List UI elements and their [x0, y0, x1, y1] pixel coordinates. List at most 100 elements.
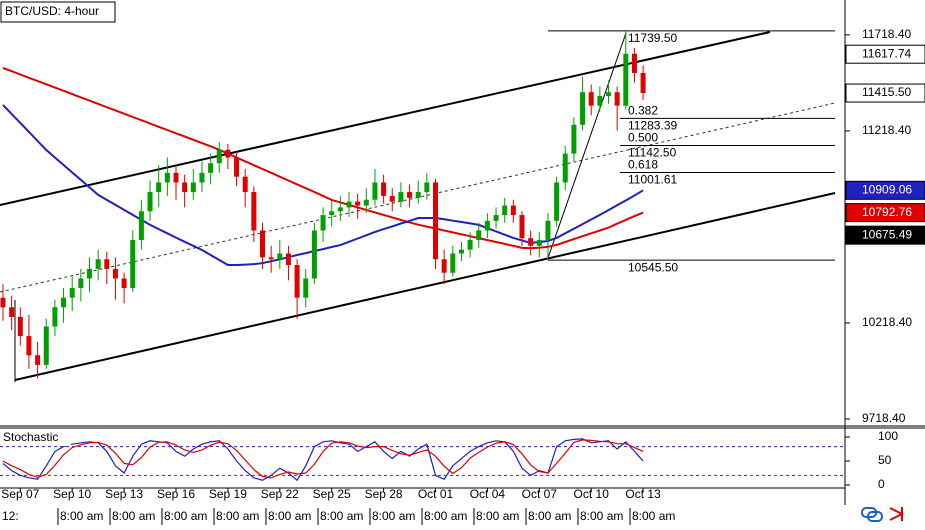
candle-body — [260, 230, 265, 258]
price-marker — [845, 203, 925, 223]
candle-body — [484, 220, 490, 231]
candle-body — [407, 192, 413, 198]
candle-body — [225, 149, 231, 158]
y-tick-label: 9718.40 — [862, 411, 906, 425]
stoch-tick-label: 50 — [878, 453, 892, 467]
candle-body — [623, 53, 629, 106]
x-tick-label: Sep 19 — [209, 487, 247, 501]
time-label: 8:00 am — [112, 509, 155, 523]
price-marker — [845, 180, 925, 200]
x-tick-label: Oct 01 — [418, 487, 454, 501]
candle-body — [78, 278, 84, 289]
price-marker-label: 10675.49 — [862, 227, 912, 241]
candle-body — [164, 172, 170, 183]
candle-body — [130, 240, 136, 289]
price-marker-label: 10909.06 — [862, 182, 912, 196]
candle-body — [398, 192, 404, 202]
candle-body — [580, 92, 586, 125]
fib-price-label: 11739.50 — [628, 31, 677, 45]
candle-body — [277, 253, 283, 260]
candle-body — [104, 259, 110, 269]
candle-body — [381, 182, 387, 196]
x-tick-label: Sep 16 — [157, 487, 195, 501]
candle-body — [52, 307, 58, 327]
candle-body — [458, 249, 464, 254]
candle-body — [606, 92, 611, 97]
candle-body — [242, 176, 248, 193]
time-label: 8:00 am — [580, 509, 623, 523]
x-tick-label: Sep 13 — [105, 487, 143, 501]
fib-price-label: 10545.50 — [628, 260, 678, 274]
time-label: 8:00 am — [372, 509, 415, 523]
candle-body — [69, 288, 75, 298]
candle-body — [562, 153, 568, 183]
candle-body — [87, 268, 92, 279]
candle-body — [156, 182, 162, 193]
channel-upper — [0, 31, 771, 206]
candle-body — [588, 92, 594, 106]
candle-body — [441, 259, 447, 273]
price-marker — [845, 83, 925, 103]
x-tick-label: Sep 25 — [313, 487, 351, 501]
indicator-line — [2, 438, 644, 482]
x-tick-label: Oct 04 — [470, 487, 506, 501]
time-label: 12: — [2, 509, 19, 523]
candle-body — [251, 192, 257, 231]
toolbar-icons[interactable] — [861, 507, 905, 522]
indicator-title: Stochastic — [3, 430, 58, 444]
time-label: 8:00 am — [164, 509, 207, 523]
price-marker — [845, 44, 925, 64]
fib-ratio-label: 0.618 — [628, 158, 658, 172]
candle-body — [528, 238, 534, 246]
candle-body — [234, 157, 240, 177]
candle-body — [571, 124, 577, 154]
y-tick-label: 11218.40 — [862, 123, 911, 137]
candle-body — [294, 265, 300, 298]
candle-body — [35, 355, 41, 365]
candle-body — [467, 240, 473, 250]
channel-lower — [14, 192, 836, 381]
price-marker — [845, 225, 925, 245]
time-label: 8:00 am — [60, 509, 103, 523]
moving-average — [2, 67, 644, 250]
fib-ratio-label: 0.382 — [628, 104, 658, 118]
candle-body — [199, 172, 205, 183]
fib-price-label: 11001.61 — [628, 173, 677, 187]
candle-body — [372, 182, 378, 200]
candle-body — [320, 215, 326, 231]
candle-body — [26, 336, 32, 356]
candle-body — [493, 215, 499, 221]
candle-body — [389, 195, 395, 202]
candle-body — [415, 192, 421, 198]
fib-price-label: 11283.39 — [628, 119, 677, 133]
price-marker-label: 11415.50 — [862, 85, 911, 99]
plot: 11739.50 11283.390.382 11142.500.500 11001.… — [0, 30, 845, 482]
candle-body — [9, 307, 15, 317]
candle-body — [43, 326, 49, 365]
candle-body — [112, 268, 118, 279]
x-tick-label: Oct 10 — [574, 487, 610, 501]
time-label: 8:00 am — [320, 509, 363, 523]
candle-body — [476, 230, 482, 241]
candle-body — [424, 182, 430, 193]
scroll-icon[interactable] — [889, 507, 905, 521]
candle-body — [208, 163, 214, 173]
candle-body — [346, 201, 352, 208]
candle-body — [173, 172, 179, 183]
candle-body — [536, 240, 542, 246]
candle-body — [329, 211, 335, 216]
candle-body — [216, 149, 222, 164]
candle-body — [61, 297, 67, 308]
fib-ratio-label: 0.500 — [628, 131, 658, 145]
fib-price-label: 11142.50 — [628, 146, 677, 160]
time-label: 8:00 am — [528, 509, 571, 523]
x-tick-label: Oct 13 — [625, 487, 661, 501]
candle-body — [597, 96, 603, 106]
link-icon[interactable] — [867, 511, 883, 522]
moving-average — [2, 104, 644, 266]
time-label: 8:00 am — [476, 509, 519, 523]
panel-frames — [0, 0, 925, 505]
